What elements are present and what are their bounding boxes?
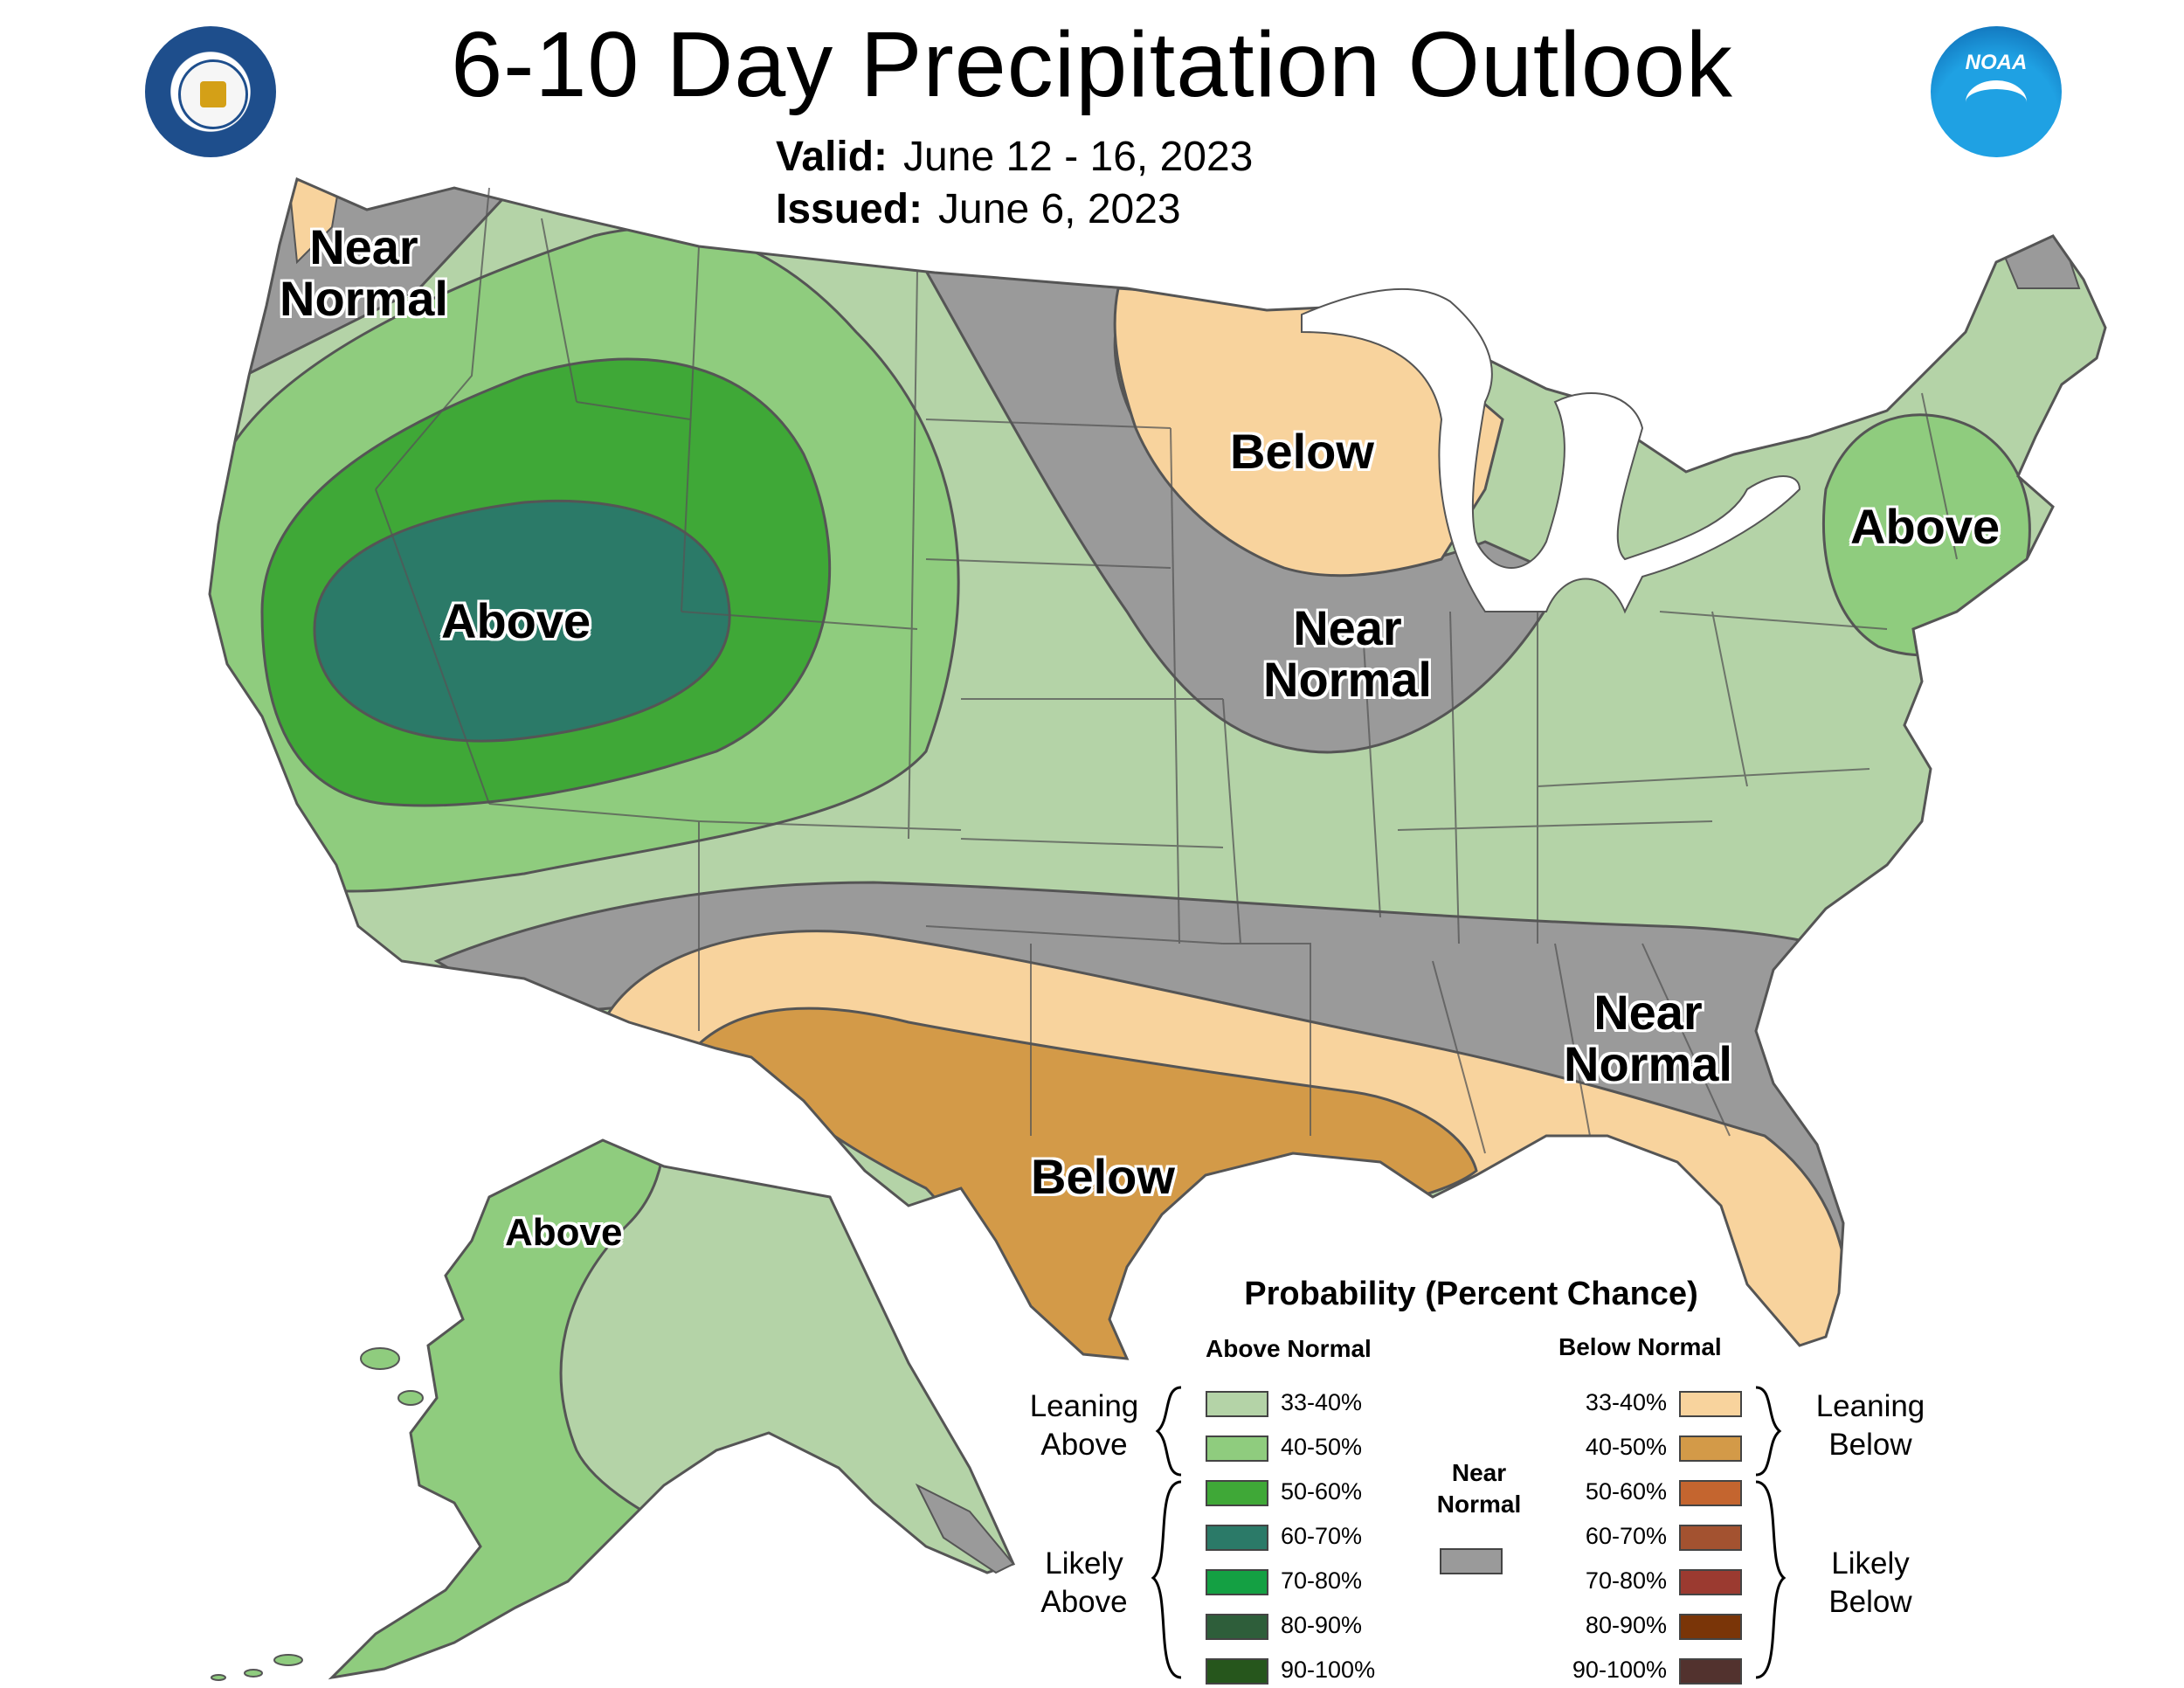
doc-seal-icon [145, 26, 276, 157]
legend-below-header: Below Normal [1559, 1333, 1722, 1360]
map-label-northwest: Near Normal [280, 219, 448, 326]
noaa-logo-text: NOAA [1965, 51, 2028, 74]
map-label-west: Above [441, 593, 591, 648]
legend-below-label: 60-70% [1585, 1523, 1667, 1549]
legend-title: Probability (Percent Chance) [1244, 1276, 1698, 1312]
map-label-south: Below [1031, 1149, 1175, 1204]
issued-row: Issued: June 6, 2023 [776, 183, 1253, 236]
legend-below-swatch [1679, 1435, 1742, 1462]
legend-below-label: 40-50% [1585, 1434, 1667, 1460]
state-boundaries [375, 187, 1958, 1154]
legend-below-label: 70-80% [1585, 1567, 1667, 1594]
valid-row: Valid: June 12 - 16, 2023 [776, 131, 1253, 183]
legend-likely-above: Likely Above [1040, 1546, 1128, 1619]
date-block: Valid: June 12 - 16, 2023 Issued: June 6, … [776, 131, 1253, 236]
legend-above-swatch [1206, 1391, 1268, 1417]
legend-below-swatch [1679, 1391, 1742, 1417]
legend-near-swatch [1440, 1548, 1503, 1574]
issued-value: June 6, 2023 [938, 186, 1181, 232]
legend-below-swatch [1679, 1525, 1742, 1551]
legend-below-swatch [1679, 1658, 1742, 1685]
legend-above-swatch [1206, 1525, 1268, 1551]
legend-below-label: 33-40% [1585, 1389, 1667, 1415]
legend-below-swatch [1679, 1614, 1742, 1640]
legend-likely-below: Likely Below [1828, 1546, 1912, 1619]
legend-leaning-below: Leaning Below [1815, 1389, 1925, 1462]
legend-below-label: 80-90% [1585, 1612, 1667, 1638]
legend-above-swatch [1206, 1614, 1268, 1640]
legend-above-label: 50-60% [1281, 1478, 1363, 1505]
noaa-logo-icon: NOAA [1931, 26, 2062, 157]
page-title: 6-10 Day Precipitation Outlook [451, 13, 1733, 116]
legend-below-swatch [1679, 1480, 1742, 1506]
legend-above-label: 60-70% [1281, 1523, 1363, 1549]
great-lakes [1301, 287, 1801, 614]
legend-above-swatch [1206, 1658, 1268, 1685]
legend-above-label: 90-100% [1281, 1657, 1376, 1683]
map-label-northeast: Above [1850, 499, 2001, 554]
legend-below-label: 90-100% [1572, 1657, 1667, 1683]
map-label-alaska: Above [505, 1211, 623, 1254]
legend-above-label: 40-50% [1281, 1434, 1363, 1460]
legend-above-swatch [1206, 1435, 1268, 1462]
valid-value: June 12 - 16, 2023 [903, 134, 1254, 180]
issued-label: Issued: [776, 186, 923, 232]
legend-above-swatch [1206, 1480, 1268, 1506]
legend-below-swatch [1679, 1569, 1742, 1595]
legend-near-header: Near Normal [1436, 1459, 1522, 1519]
map-label-southeast: Near Normal [1564, 985, 1732, 1091]
legend-above-label: 33-40% [1281, 1389, 1363, 1415]
legend-above-swatch [1206, 1569, 1268, 1595]
legend-above-header: Above Normal [1206, 1335, 1372, 1362]
legend-above-label: 70-80% [1281, 1567, 1363, 1594]
map-label-midwest: Near Normal [1263, 600, 1432, 707]
legend-above-label: 80-90% [1281, 1612, 1363, 1638]
valid-label: Valid: [776, 134, 888, 180]
legend-below-label: 50-60% [1585, 1478, 1667, 1505]
legend-leaning-above: Leaning Above [1029, 1389, 1139, 1462]
map-label-upper-midwest: Below [1230, 424, 1374, 479]
